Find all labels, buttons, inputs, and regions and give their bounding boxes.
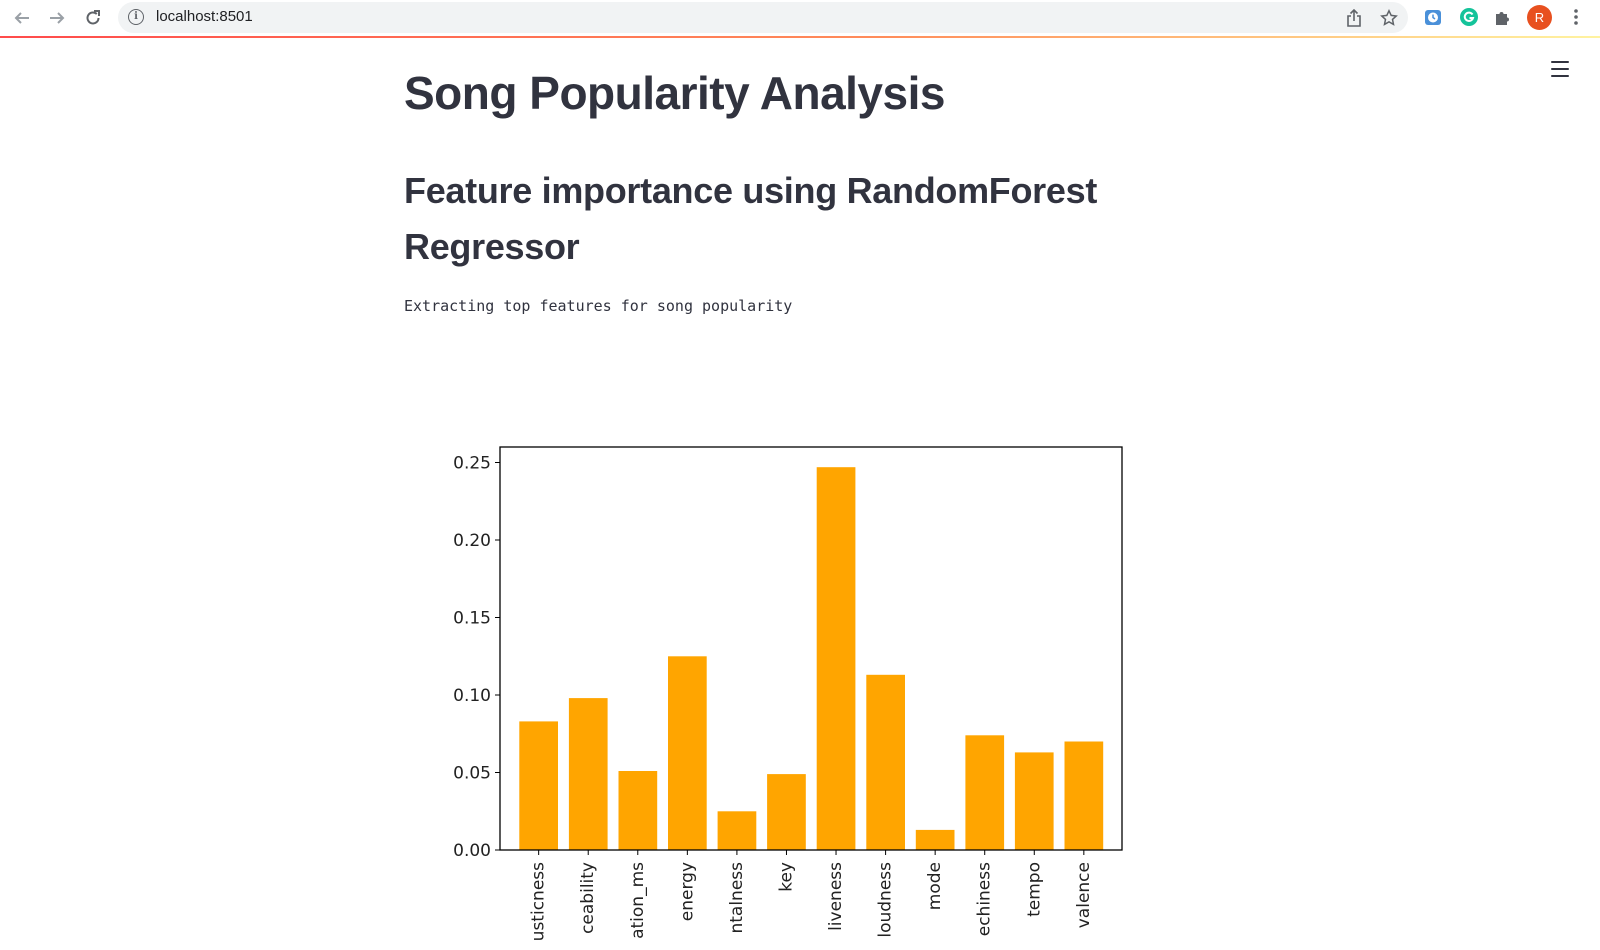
feature-importance-chart: usticness ceability ation_ms energy ntalness…	[453, 446, 1123, 941]
x-tick-label-liveness: liveness	[826, 862, 846, 931]
browser-toolbar: i localhost:8501 R	[0, 0, 1600, 36]
star-icon[interactable]	[1377, 6, 1401, 30]
profile-avatar[interactable]: R	[1527, 5, 1552, 30]
x-tick-label-acousticness: usticness	[529, 862, 549, 941]
address-bar[interactable]: i localhost:8501	[118, 2, 1408, 33]
back-arrow-icon[interactable]	[8, 4, 36, 32]
x-tick-label-energy: energy	[677, 862, 697, 921]
x-tick-label-mode: mode	[925, 862, 945, 910]
y-tick-label: 0.10	[453, 686, 491, 706]
url-text[interactable]: localhost:8501	[156, 8, 253, 25]
info-icon[interactable]: i	[128, 9, 144, 25]
kebab-menu-icon[interactable]	[1564, 5, 1588, 29]
reload-icon[interactable]	[79, 4, 107, 32]
x-tick-label-duration_ms: ation_ms	[628, 862, 648, 939]
page-title: Song Popularity Analysis	[404, 67, 945, 119]
bar-energy	[668, 656, 707, 850]
bar-mode	[915, 829, 955, 850]
bar-tempo	[1014, 752, 1054, 850]
y-tick-label: 0.25	[453, 454, 491, 474]
x-tick-label-key: key	[777, 862, 797, 892]
bar-key	[767, 774, 806, 850]
app-header-decoration	[0, 36, 1600, 38]
bar-speechiness	[965, 735, 1005, 850]
x-tick-label-tempo: tempo	[1024, 862, 1044, 917]
x-tick-label-speechiness: echiness	[975, 862, 995, 936]
y-tick-label: 0.00	[453, 841, 491, 861]
bar-danceability	[568, 698, 608, 850]
share-icon[interactable]	[1342, 6, 1366, 30]
main-content: Song Popularity Analysis Feature importa…	[404, 38, 1134, 315]
forward-arrow-icon[interactable]	[43, 4, 71, 32]
grammarly-icon[interactable]	[1457, 5, 1481, 29]
y-tick-label: 0.05	[453, 764, 491, 784]
bar-loudness	[866, 674, 905, 850]
code-caption: Extracting top features for song popular…	[404, 297, 793, 316]
x-tick-label-valence: valence	[1074, 862, 1094, 928]
bar-valence	[1064, 741, 1104, 850]
bar-instrumentalness	[717, 811, 757, 851]
hamburger-menu-icon[interactable]	[1546, 57, 1574, 81]
bar-acousticness	[519, 721, 558, 850]
x-tick-label-instrumentalness: ntalness	[727, 862, 747, 934]
bar-duration_ms	[618, 771, 658, 850]
extension-clock-icon[interactable]	[1421, 5, 1445, 29]
bar-liveness	[816, 467, 856, 850]
section-header: Feature importance using RandomForest Re…	[404, 170, 1098, 268]
y-tick-label: 0.15	[453, 609, 491, 629]
x-tick-label-danceability: ceability	[578, 862, 598, 934]
puzzle-icon[interactable]	[1491, 5, 1515, 29]
plot-frame	[499, 446, 1123, 851]
y-tick-label: 0.20	[453, 531, 491, 551]
x-tick-label-loudness: loudness	[876, 862, 896, 938]
